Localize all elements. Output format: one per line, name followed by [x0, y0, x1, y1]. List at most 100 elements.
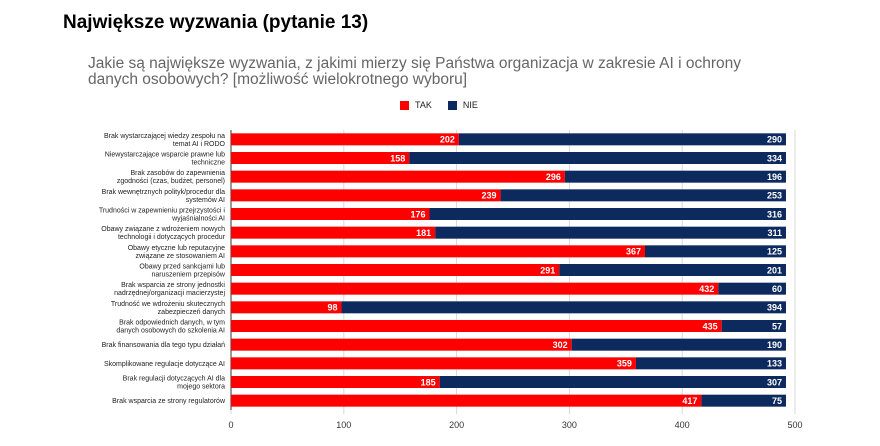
- bar-tak-10: [231, 301, 342, 314]
- data-label-nie-3: 196: [767, 172, 782, 182]
- category-label-6: Obawy związane z wdrożeniem nowych techno…: [101, 226, 225, 241]
- data-label-tak-2: 158: [390, 153, 405, 163]
- category-label-8: Obawy przed sankcjami lub naruszeniem prz…: [139, 264, 226, 279]
- category-label-line: systemów AI: [186, 197, 225, 204]
- data-label-tak-15: 417: [682, 396, 697, 406]
- data-label-tak-14: 185: [421, 377, 436, 387]
- category-label-line: związane ze stosowaniem AI: [136, 253, 226, 260]
- bar-tak-2: [231, 152, 410, 164]
- bar-nie-2: [409, 152, 786, 164]
- category-label-line: Brak finansowania dla tego typu działań: [102, 342, 225, 349]
- bar-tak-7: [231, 245, 645, 258]
- category-label-11: Brak odpowiednich danych, w tym danych os…: [116, 320, 225, 335]
- bar-nie-13: [635, 357, 786, 370]
- bar-tak-5: [231, 208, 430, 220]
- legend-label-nie: NIE: [462, 100, 478, 110]
- category-label-line: nadrzędnej/organizacji macierzystej: [114, 290, 225, 297]
- x-tick-label-200: 200: [449, 420, 464, 430]
- data-label-nie-7: 125: [767, 247, 782, 257]
- bar-tak-13: [231, 357, 636, 370]
- page-title: Największe wyzwania (pytanie 13): [63, 12, 369, 33]
- data-label-tak-10: 98: [328, 303, 338, 313]
- data-label-nie-11: 57: [772, 321, 782, 331]
- bar-tak-14: [231, 376, 440, 388]
- data-label-tak-8: 291: [540, 265, 555, 275]
- category-label-line: techniczne: [192, 160, 226, 167]
- category-label-line: zabezpieczeń danych: [158, 309, 225, 316]
- category-label-12: Brak finansowania dla tego typu działań: [102, 342, 225, 349]
- category-label-line: Brak zasobów do zapewnienia: [130, 170, 225, 177]
- category-label-line: naruszeniem przepisów: [151, 272, 225, 279]
- bar-nie-11: [721, 320, 786, 332]
- x-tick-label-400: 400: [675, 420, 690, 430]
- bar-tak-12: [231, 338, 572, 351]
- x-tick-label-100: 100: [336, 420, 351, 430]
- data-label-tak-5: 176: [410, 209, 425, 219]
- bar-nie-10: [341, 301, 786, 314]
- data-label-tak-4: 239: [482, 191, 497, 201]
- x-tick-label-0: 0: [228, 420, 233, 430]
- category-label-line: Brak wystarczającej wiedzy zespołu na: [104, 133, 225, 140]
- data-label-tak-9: 432: [699, 284, 714, 294]
- data-label-nie-9: 60: [772, 284, 782, 294]
- category-label-line: technologii i dotyczących procedur: [118, 234, 226, 241]
- bar-nie-7: [644, 245, 786, 258]
- data-label-tak-1: 202: [440, 135, 455, 145]
- category-label-4: Brak wewnętrznych polityk/procedur dla sy…: [102, 189, 225, 204]
- category-label-line: Trudność we wdrożeniu skutecznych: [111, 301, 225, 308]
- category-label-line: Brak wsparcia ze strony jednostki: [121, 282, 225, 289]
- bar-nie-5: [429, 208, 786, 220]
- data-label-nie-5: 316: [767, 209, 782, 219]
- data-label-nie-2: 334: [767, 153, 782, 163]
- bar-nie-15: [701, 394, 786, 407]
- category-label-9: Brak wsparcia ze strony jednostki nadrzęd…: [114, 282, 225, 297]
- chart-title: Jakie są największe wyzwania, z jakimi m…: [88, 55, 741, 88]
- category-label-14: Brak regulacji dotyczących AI dla mojego …: [123, 376, 225, 391]
- data-label-tak-3: 296: [546, 172, 561, 182]
- bar-tak-3: [231, 170, 565, 183]
- bar-tak-15: [231, 394, 702, 407]
- bar-nie-9: [718, 282, 786, 295]
- category-label-3: Brak zasobów do zapewnienia zgodności (cz…: [117, 170, 225, 185]
- bar-tak-8: [231, 264, 560, 276]
- bar-tak-1: [231, 133, 459, 146]
- legend-swatch-nie: [447, 100, 457, 110]
- data-label-tak-12: 302: [553, 340, 568, 350]
- category-label-2: Niewystarczające wsparcie prawne lub tech…: [105, 152, 225, 167]
- category-label-line: mojego sektora: [177, 384, 225, 391]
- bar-tak-6: [231, 226, 436, 239]
- bar-tak-9: [231, 282, 719, 295]
- category-label-line: Obawy związane z wdrożeniem nowych: [101, 226, 225, 233]
- category-label-13: Skomplikowane regulacje dotyczące AI: [104, 361, 225, 368]
- bar-nie-8: [559, 264, 786, 276]
- chart-legend: TAK NIE: [400, 100, 494, 110]
- x-tick-label-300: 300: [562, 420, 577, 430]
- category-label-10: Trudność we wdrożeniu skutecznych zabezpi…: [111, 301, 225, 316]
- data-label-tak-13: 359: [617, 359, 632, 369]
- data-label-nie-1: 290: [767, 135, 782, 145]
- category-label-line: zgodności (czas, budżet, personel): [117, 178, 225, 185]
- category-label-line: wyjaśnialności AI: [171, 216, 225, 223]
- category-label-line: Skomplikowane regulacje dotyczące AI: [104, 361, 225, 368]
- bar-nie-12: [571, 338, 786, 351]
- category-label-line: Niewystarczające wsparcie prawne lub: [105, 152, 225, 159]
- category-label-line: Trudności w zapewnieniu przejrzystości i: [99, 208, 226, 215]
- legend-swatch-tak: [400, 100, 409, 110]
- bar-nie-3: [564, 170, 786, 183]
- bar-tak-11: [231, 320, 722, 332]
- bar-nie-4: [500, 189, 786, 202]
- category-label-line: Brak odpowiednich danych, w tym: [119, 320, 225, 327]
- category-label-line: Brak regulacji dotyczących AI dla: [123, 376, 225, 383]
- bar-nie-14: [439, 376, 786, 388]
- data-label-nie-10: 394: [767, 303, 782, 313]
- data-label-tak-6: 181: [416, 228, 431, 238]
- legend-item-nie: NIE: [447, 100, 478, 110]
- bar-nie-6: [435, 226, 786, 239]
- x-tick-label-500: 500: [787, 420, 802, 430]
- bar-nie-1: [458, 133, 786, 146]
- data-label-nie-8: 201: [767, 265, 782, 275]
- data-label-nie-4: 253: [767, 191, 782, 201]
- data-label-nie-13: 133: [767, 359, 782, 369]
- legend-label-tak: TAK: [415, 100, 432, 110]
